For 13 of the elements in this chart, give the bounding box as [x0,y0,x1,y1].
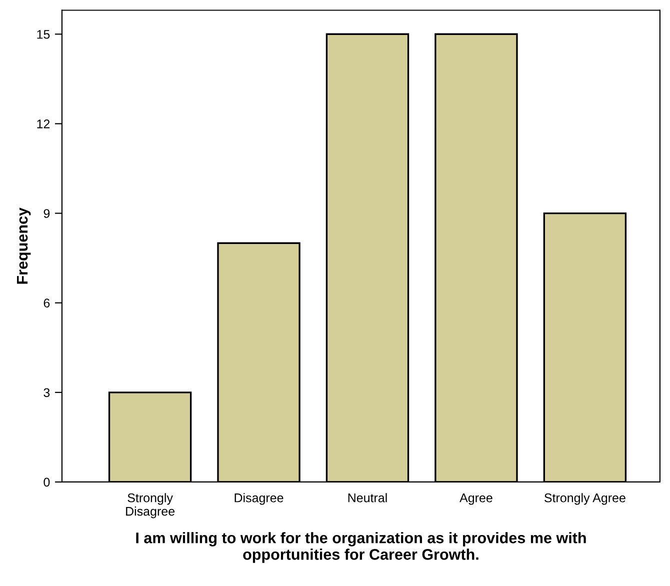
y-tick-label: 6 [44,298,50,308]
x-tick-label: Neutral [348,493,387,502]
y-tick-label: 3 [44,388,50,398]
x-tick-label: Disagree [234,493,284,505]
x-tick-label: Agree [460,494,492,505]
x-axis-title: I am willing to work for the organization as it provides me with opportunities for Career Growth. [136,532,586,563]
y-tick-label: 15 [37,30,50,39]
x-tick-label: Strongly Disagree [126,493,174,518]
y-tick-label: 0 [44,478,50,487]
y-tick-label: 12 [37,120,50,128]
x-tick-label: Strongly Agree [544,493,626,505]
y-tick-label: 9 [44,209,50,218]
y-axis-title: Frequency [17,208,31,284]
